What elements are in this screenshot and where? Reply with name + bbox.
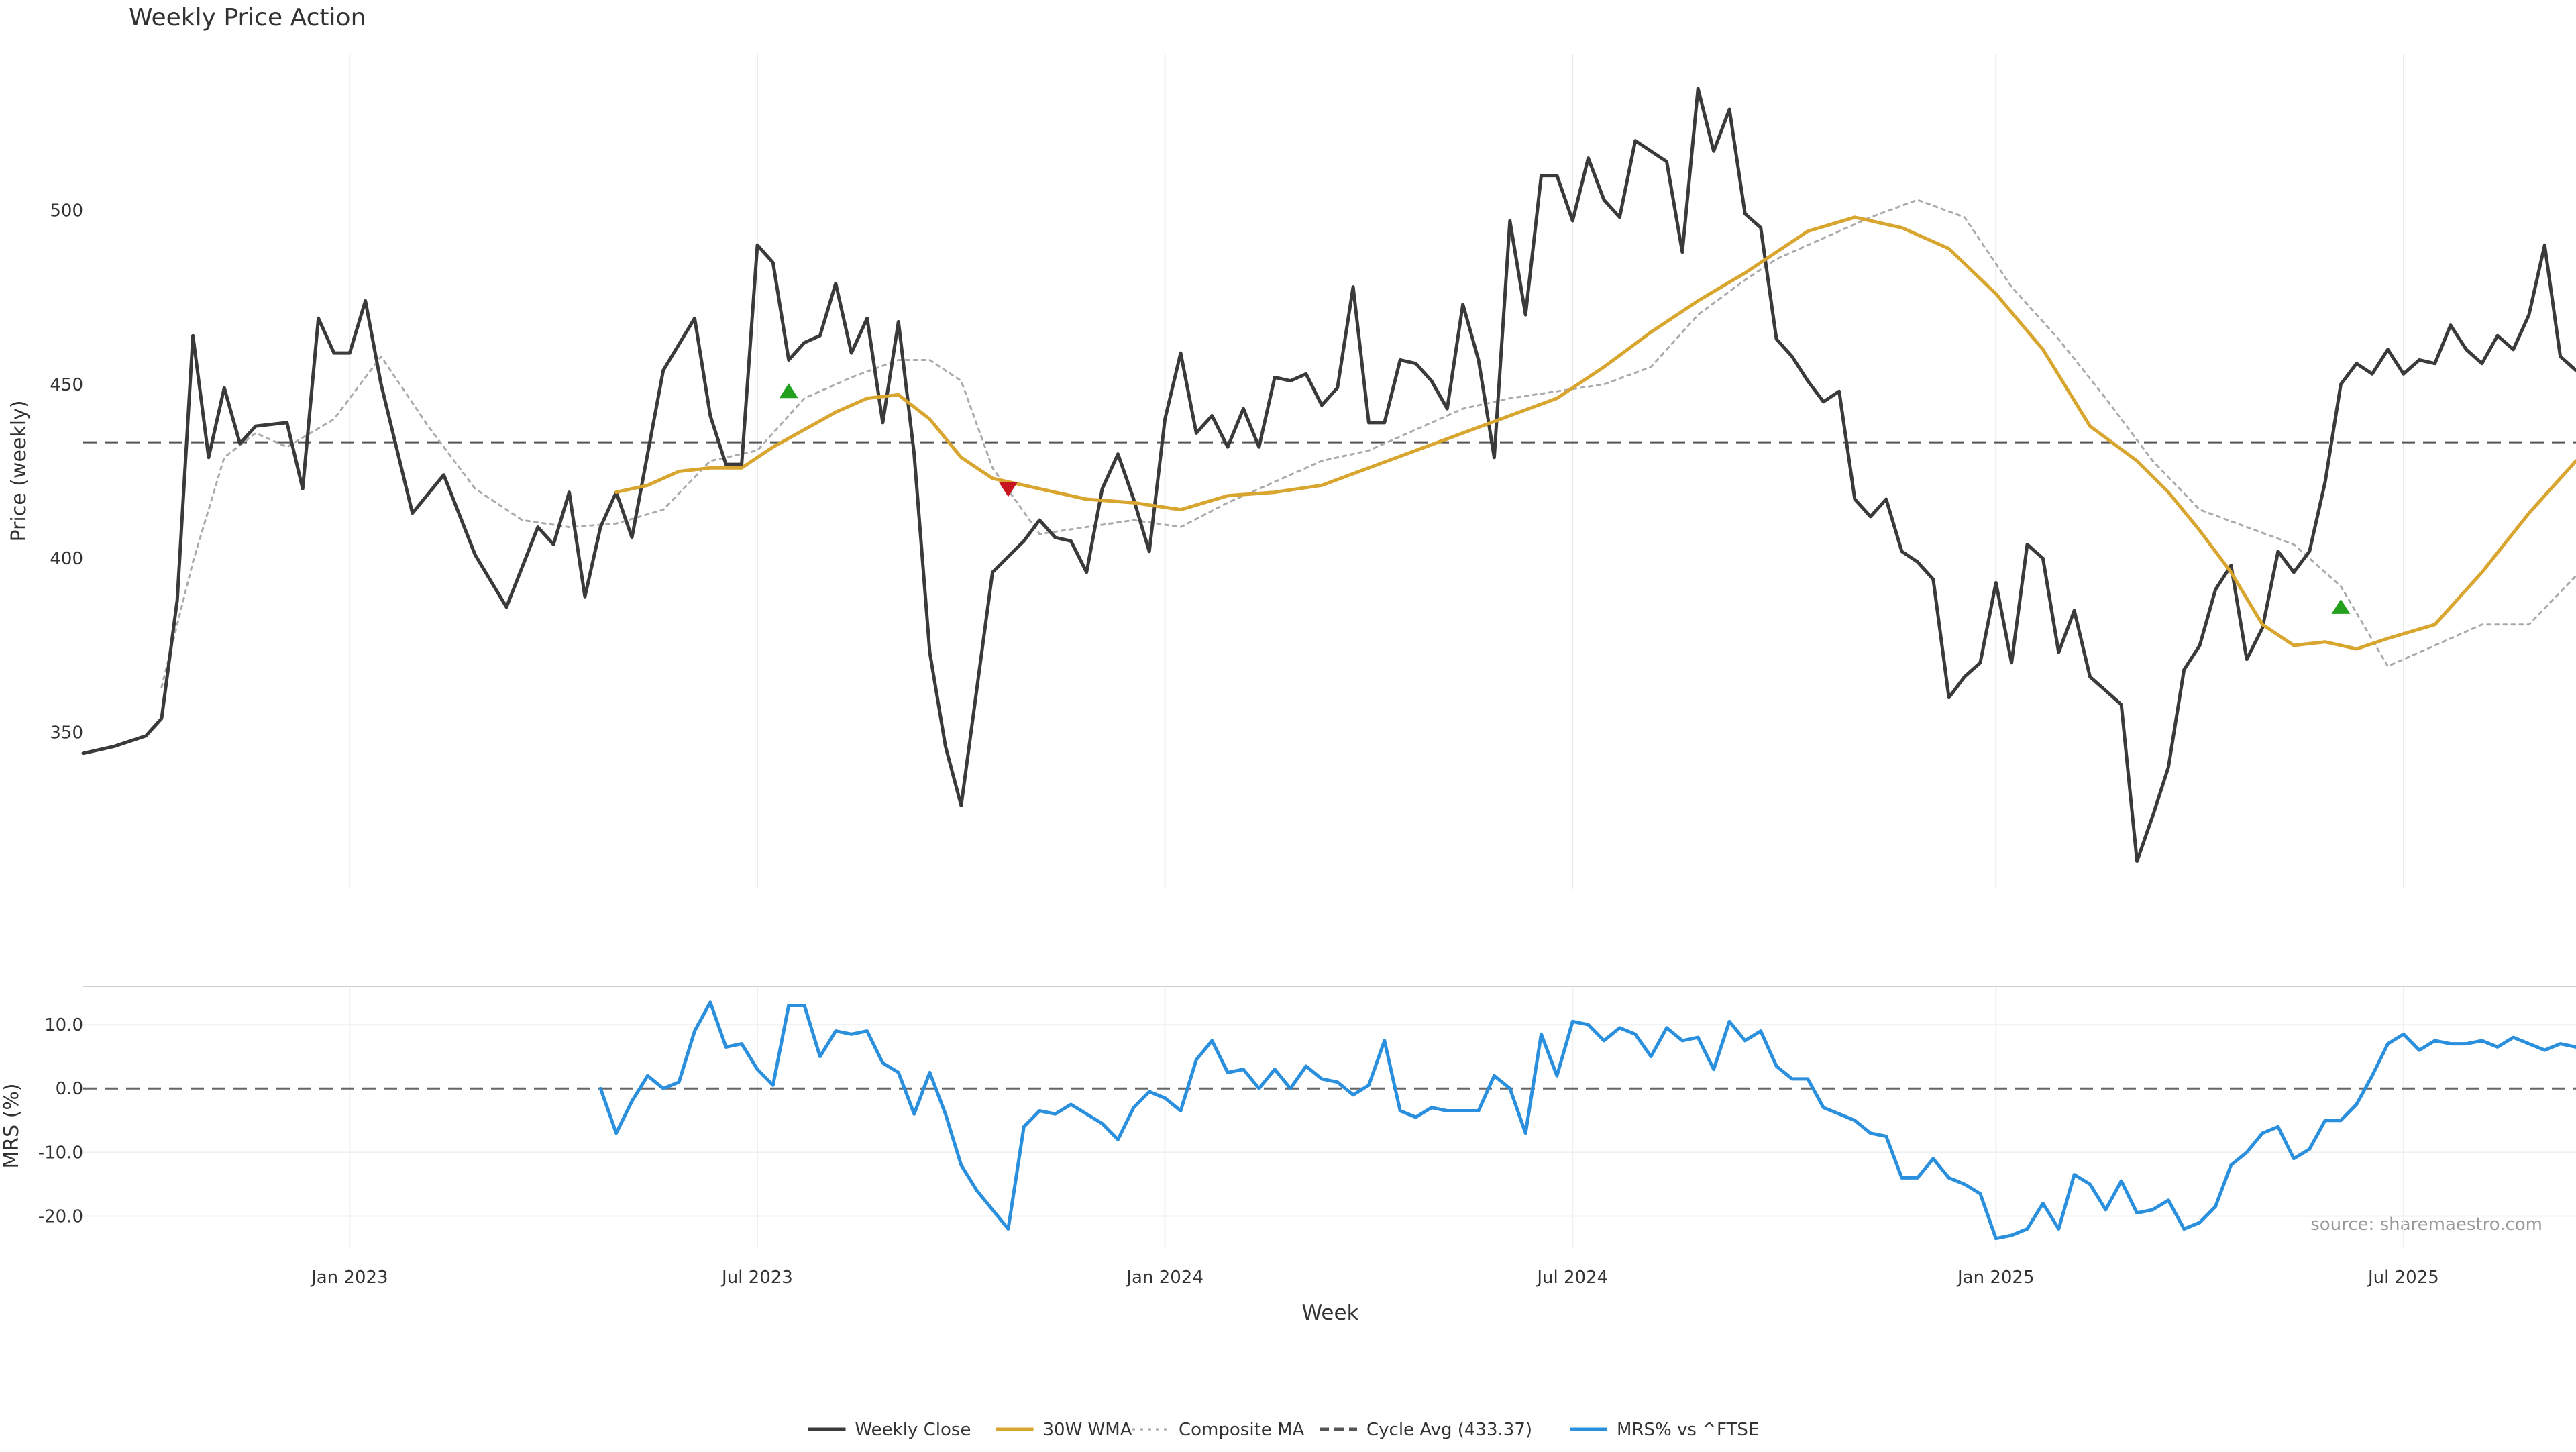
- signal-markers: [779, 383, 2351, 614]
- mrs-y-tick-label: 10.0: [44, 1015, 83, 1035]
- mrs-y-tick-label: -20.0: [38, 1206, 83, 1227]
- mrs-vs-ftse-line: [598, 1000, 2576, 1241]
- composite-ma-line: [160, 199, 2576, 688]
- series-layer: [81, 87, 2576, 1241]
- buy-signal-marker: [2331, 599, 2351, 614]
- price-y-tick-label: 400: [50, 549, 83, 569]
- x-tick-label: Jul 2024: [1536, 1267, 1608, 1288]
- tick-labels: Jan 2023 Jul 2023 Jan 2024 Jul 2024 Jan 2025…: [38, 201, 2439, 1288]
- x-tick-label: Jan 2025: [1956, 1267, 2035, 1288]
- legend: Weekly Close 30W WMA Composite MA Cycle Avg…: [808, 1420, 1759, 1440]
- x-tick-label: Jul 2023: [720, 1267, 793, 1288]
- x-tick-label: Jan 2023: [310, 1267, 388, 1288]
- legend-item-label: Weekly Close: [855, 1420, 971, 1440]
- legend-item-label: 30W WMA: [1043, 1420, 1132, 1440]
- legend-item-label: Composite MA: [1179, 1420, 1304, 1440]
- price-axis-label: Price (weekly): [7, 400, 31, 541]
- sell-signal-marker: [998, 482, 1018, 497]
- grid-layer: [83, 54, 2576, 1248]
- mrs-y-tick-label: 0.0: [56, 1079, 83, 1099]
- x-tick-label: Jan 2024: [1125, 1267, 1203, 1288]
- mrs-y-tick-label: -10.0: [38, 1143, 83, 1163]
- price-y-tick-label: 450: [50, 375, 83, 395]
- legend-item-label: MRS% vs ^FTSE: [1617, 1420, 1759, 1440]
- weekly-close-line: [81, 87, 2576, 863]
- buy-signal-marker: [779, 383, 798, 399]
- 30w-wma-line: [614, 215, 2576, 651]
- x-tick-label: Jul 2025: [2367, 1267, 2439, 1288]
- legend-item-label: Cycle Avg (433.37): [1366, 1420, 1532, 1440]
- price-y-tick-label: 350: [50, 723, 83, 743]
- price-y-tick-label: 500: [50, 201, 83, 221]
- mrs-axis-label: MRS (%): [0, 1083, 23, 1168]
- x-axis-label: Week: [1302, 1301, 1359, 1325]
- source-note: source: sharemaestro.com: [2310, 1214, 2542, 1235]
- reference-lines: [83, 441, 2576, 1090]
- chart-title: Weekly Price Action: [129, 4, 366, 32]
